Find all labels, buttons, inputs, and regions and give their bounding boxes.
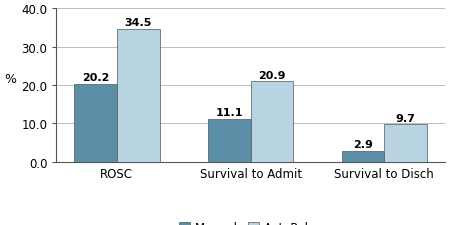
- Text: 20.9: 20.9: [258, 70, 286, 80]
- Text: 20.2: 20.2: [82, 73, 109, 83]
- Y-axis label: %: %: [4, 73, 16, 86]
- Text: 9.7: 9.7: [396, 113, 416, 123]
- Text: 11.1: 11.1: [216, 108, 243, 118]
- Bar: [74, 85, 117, 162]
- Bar: [208, 119, 251, 162]
- Text: 2.9: 2.9: [353, 139, 373, 149]
- Bar: [384, 125, 427, 162]
- Legend: Manual, AutoPulse: Manual, AutoPulse: [174, 217, 327, 225]
- Text: 34.5: 34.5: [124, 18, 152, 28]
- Bar: [251, 82, 293, 162]
- Bar: [117, 30, 159, 162]
- Bar: [342, 151, 384, 162]
